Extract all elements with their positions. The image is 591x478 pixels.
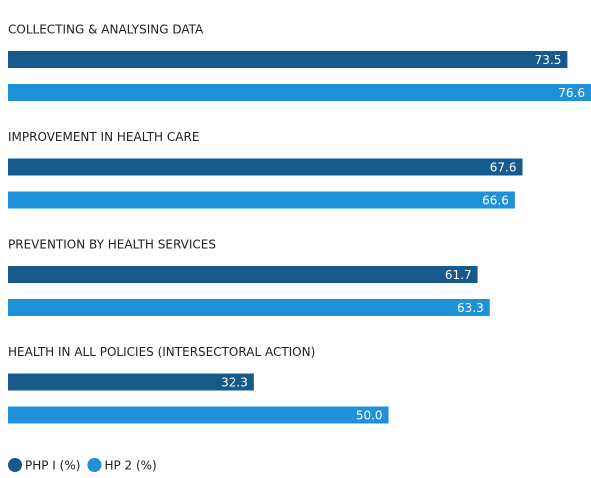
- value-label: 66.6: [482, 194, 509, 208]
- value-label: 61.7: [445, 268, 472, 282]
- bar: [8, 51, 568, 68]
- category-label: HEALTH IN ALL POLICIES (INTERSECTORAL AC…: [8, 345, 315, 359]
- category-label: PREVENTION BY HEALTH SERVICES: [8, 238, 216, 252]
- legend-label: HP 2 (%): [104, 459, 156, 473]
- bar: [8, 299, 490, 316]
- bar: [8, 84, 591, 101]
- category-label: IMPROVEMENT IN HEALTH CARE: [8, 130, 199, 144]
- value-label: 32.3: [221, 376, 248, 390]
- bar: [8, 266, 478, 283]
- legend-swatch: [8, 458, 22, 472]
- value-label: 67.6: [490, 161, 517, 175]
- bar: [8, 406, 389, 424]
- category-label: COLLECTING & ANALYSING DATA: [8, 23, 204, 37]
- bar: [8, 191, 515, 209]
- value-label: 73.5: [535, 53, 562, 67]
- value-label: 63.3: [457, 301, 484, 315]
- value-label: 50.0: [356, 409, 383, 423]
- value-label: 76.6: [558, 86, 585, 100]
- bar: [8, 158, 523, 176]
- bar: [8, 373, 254, 391]
- legend-label: PHP I (%): [25, 459, 80, 473]
- legend-swatch: [87, 458, 102, 472]
